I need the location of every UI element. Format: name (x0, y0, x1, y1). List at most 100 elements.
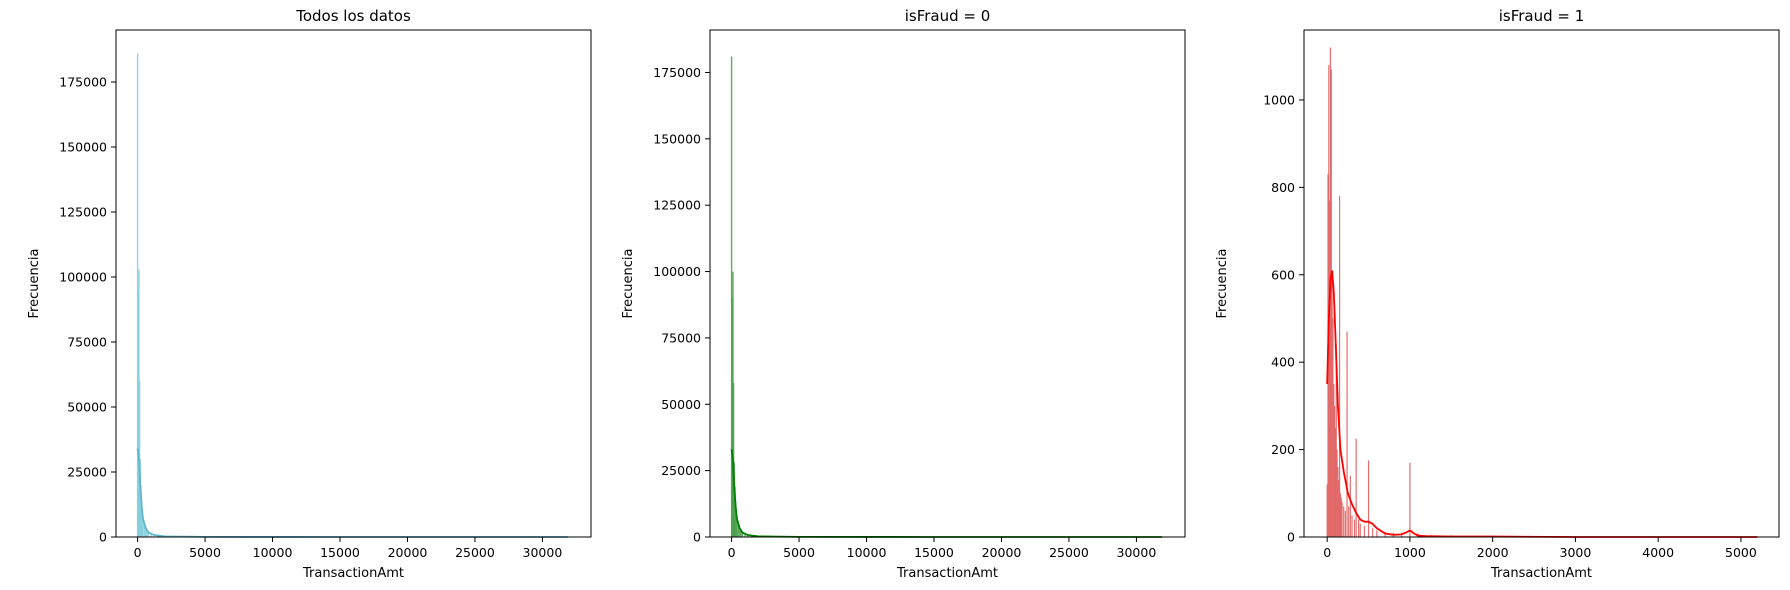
x-tick-label: 30000 (523, 545, 563, 560)
y-tick-label: 100000 (59, 270, 107, 285)
x-tick-label: 25000 (455, 545, 495, 560)
x-tick-label: 2000 (1477, 545, 1509, 560)
x-tick-label: 0 (134, 545, 142, 560)
x-tick-label: 1000 (1394, 545, 1426, 560)
histogram-bar (1376, 530, 1378, 537)
histogram-bar (1346, 331, 1348, 537)
histogram-bar (1337, 467, 1339, 537)
plot-frame-all-data (115, 29, 592, 538)
x-axis-ticks-all-data: 0 5000 10000 15000 20000 25000 30000 (134, 537, 563, 560)
subplot-isfraud-0: 0 5000 10000 15000 20000 25000 30000 0 25000 500… (621, 7, 1186, 581)
kde-line-isfraud-1 (1326, 270, 1758, 538)
histogram-bar (1329, 200, 1331, 537)
histogram-bar (741, 532, 744, 537)
y-tick-label: 100000 (653, 264, 701, 279)
histogram-bar (730, 56, 733, 537)
x-tick-label: 4000 (1642, 545, 1674, 560)
y-tick-label: 175000 (653, 65, 701, 80)
x-tick-label: 5000 (783, 545, 815, 560)
y-tick-label: 600 (1271, 267, 1295, 282)
histogram-bar (146, 530, 148, 537)
histogram-bar (740, 530, 742, 537)
histogram-bar (1359, 523, 1361, 537)
histogram-bar (1355, 438, 1357, 537)
chart-title-isfraud-0: isFraud = 0 (905, 7, 991, 25)
x-tick-label: 5000 (189, 545, 221, 560)
histogram-bar (136, 53, 139, 538)
x-tick-label: 10000 (847, 545, 887, 560)
y-tick-label: 0 (1287, 530, 1295, 545)
histogram-bar (1348, 506, 1350, 537)
histogram-bar (736, 519, 738, 537)
histogram-bar (744, 533, 746, 537)
y-axis-ticks-all-data: 0 25000 50000 75000 100000 125000 150000 175000 (59, 75, 116, 545)
y-tick-label: 75000 (67, 335, 107, 350)
histogram-bar (147, 532, 150, 537)
y-tick-label: 1000 (1263, 92, 1295, 107)
y-tick-label: 200 (1271, 442, 1295, 457)
histogram-bar (1334, 405, 1336, 537)
histogram-bar (747, 535, 749, 537)
histogram-bar (737, 525, 740, 537)
x-axis-ticks-isfraud-0: 0 5000 10000 15000 20000 25000 30000 (728, 537, 1157, 560)
y-axis-label-all-data: Frecuencia (27, 249, 42, 319)
y-tick-label: 0 (693, 530, 701, 545)
histogram-bar (153, 534, 155, 537)
histogram-bar (1333, 384, 1335, 537)
x-axis-ticks-isfraud-1: 0 1000 2000 3000 4000 5000 (1323, 537, 1757, 560)
histogram-bar (144, 527, 147, 537)
histogram-bar (1334, 427, 1337, 537)
y-tick-label: 50000 (661, 397, 701, 412)
x-tick-label: 5000 (1725, 545, 1757, 560)
histogram-bars-all-data (136, 53, 206, 538)
x-tick-label: 20000 (982, 545, 1022, 560)
y-tick-label: 175000 (59, 75, 107, 90)
plot-frame-isfraud-0 (709, 29, 1186, 538)
y-tick-label: 25000 (661, 463, 701, 478)
x-axis-label-all-data: TransactionAmt (302, 566, 404, 581)
y-tick-label: 50000 (67, 400, 107, 415)
y-tick-label: 125000 (59, 205, 107, 220)
histogram-bar (1336, 449, 1338, 537)
x-tick-label: 25000 (1049, 545, 1089, 560)
y-axis-ticks-isfraud-0: 0 25000 50000 75000 100000 125000 150000 175000 (653, 65, 710, 545)
histogram-bar (738, 528, 741, 537)
histogram-bar (1409, 462, 1411, 537)
histogram-bar (1331, 274, 1333, 537)
y-tick-label: 150000 (59, 140, 107, 155)
y-tick-label: 25000 (67, 465, 107, 480)
histogram-bar (142, 518, 144, 537)
x-tick-label: 30000 (1117, 545, 1157, 560)
histogram-bar (1351, 515, 1353, 537)
plot-frame-isfraud-1 (1303, 29, 1780, 538)
histogram-bar (1358, 519, 1360, 537)
subplot-isfraud-1: 0 1000 2000 3000 4000 5000 02004006008001000 … (1215, 7, 1780, 581)
x-axis-label-isfraud-1: TransactionAmt (1490, 566, 1592, 581)
histogram-bar (1372, 528, 1374, 537)
x-tick-label: 15000 (914, 545, 954, 560)
y-axis-label-isfraud-1: Frecuencia (1215, 249, 1230, 319)
y-axis-ticks-isfraud-1: 0 200 400 600 800 1000 (1263, 92, 1304, 545)
y-tick-label: 75000 (661, 330, 701, 345)
histogram-bar (1338, 196, 1341, 537)
histogram-bar (1349, 475, 1351, 537)
histogram-bar (150, 533, 152, 537)
y-tick-label: 125000 (653, 198, 701, 213)
histogram-bar (1330, 69, 1332, 537)
x-tick-label: 0 (1323, 545, 1331, 560)
histogram-bar (1335, 344, 1337, 537)
x-axis-label-isfraud-0: TransactionAmt (896, 566, 998, 581)
x-tick-label: 15000 (320, 545, 360, 560)
kde-line-isfraud-0 (730, 449, 1163, 538)
histogram-bar (1367, 460, 1370, 537)
histogram-bar (1340, 497, 1342, 537)
kde-line-all-data (136, 448, 569, 538)
x-tick-label: 0 (728, 545, 736, 560)
histogram-bar (1344, 510, 1346, 537)
histogram-bars-isfraud-0 (730, 56, 800, 537)
histogram-bar (1332, 318, 1334, 537)
histogram-bar (1353, 519, 1356, 537)
histogram-bar (1339, 493, 1342, 537)
y-tick-label: 800 (1271, 180, 1295, 195)
